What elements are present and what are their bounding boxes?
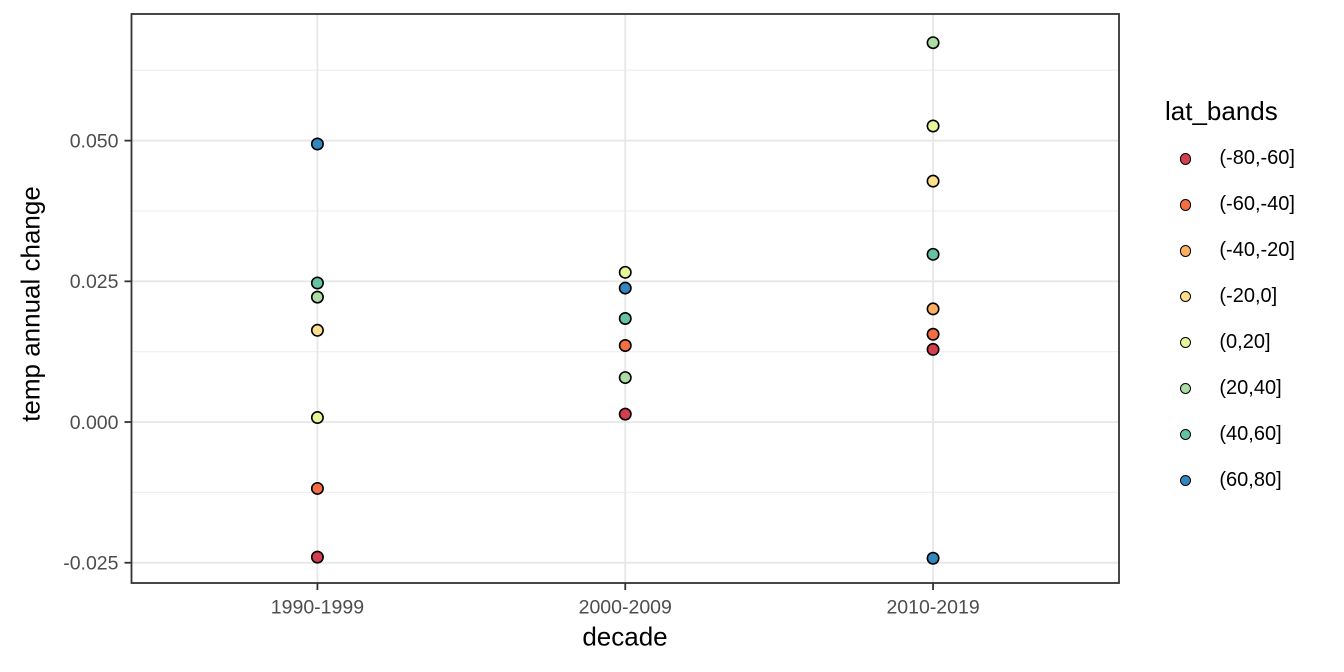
legend-swatch-icon	[1180, 199, 1192, 211]
data-point	[310, 290, 324, 304]
data-points	[310, 36, 940, 565]
y-tick-label: 0.050	[70, 130, 119, 152]
data-point	[926, 36, 940, 50]
y-tick-label: 0.025	[70, 271, 119, 293]
data-point	[618, 371, 632, 385]
x-tick-label: 2010-2019	[886, 597, 979, 619]
data-point	[310, 323, 324, 337]
data-point	[310, 481, 324, 495]
data-point	[926, 327, 940, 341]
x-tick-label: 2000-2009	[579, 597, 672, 619]
axis-tick-labels: -0.025 0.000 0.025 0.050 1990-1999 2000-2009 2…	[63, 130, 980, 618]
data-point	[310, 411, 324, 425]
data-point	[310, 276, 324, 290]
data-point	[618, 281, 632, 295]
data-point	[618, 311, 632, 325]
legend-item-label: (0,20]	[1219, 331, 1271, 354]
data-point	[310, 550, 324, 564]
data-point	[310, 137, 324, 151]
data-point	[618, 338, 632, 352]
legend-swatch-icon	[1180, 245, 1192, 257]
legend-item: (-20,0]	[1165, 274, 1295, 320]
data-point	[618, 407, 632, 421]
legend-swatch-icon	[1180, 153, 1192, 165]
legend-swatch-icon	[1180, 428, 1192, 441]
legend-swatch-icon	[1180, 291, 1192, 303]
data-point	[926, 342, 940, 356]
legend-item: (20,40]	[1165, 366, 1295, 412]
legend-title: lat_bands	[1165, 96, 1278, 126]
legend-item-label: (-80,-60]	[1219, 147, 1295, 170]
data-point	[926, 302, 940, 316]
data-point	[926, 119, 940, 133]
y-tick-label: 0.000	[70, 412, 119, 434]
legend-item-label: (-20,0]	[1219, 285, 1278, 308]
legend-item-label: (20,40]	[1219, 377, 1282, 400]
x-tick-label: 1990-1999	[271, 597, 364, 619]
legend-item-label: (40,60]	[1219, 423, 1282, 446]
legend-item: (40,60]	[1165, 412, 1295, 458]
legend-item: (0,20]	[1165, 320, 1295, 366]
legend-item-label: (60,80]	[1219, 469, 1282, 492]
legend: lat_bands (-80,-60] (-60,-40] (-40,-20] …	[1165, 96, 1295, 504]
grid-major	[131, 14, 1119, 583]
legend-swatch-icon	[1180, 382, 1192, 395]
y-tick-label: -0.025	[63, 553, 118, 575]
legend-item-label: (-40,-20]	[1219, 239, 1295, 262]
y-axis-title: temp annual change	[15, 186, 46, 422]
data-point	[926, 247, 940, 261]
data-point	[618, 265, 632, 279]
legend-item: (-40,-20]	[1165, 228, 1295, 274]
legend-item: (-60,-40]	[1165, 182, 1295, 228]
legend-items: (-80,-60] (-60,-40] (-40,-20] (-20,0] (0…	[1165, 136, 1295, 504]
data-point	[926, 551, 940, 565]
legend-swatch-icon	[1180, 474, 1192, 487]
legend-item-label: (-60,-40]	[1219, 193, 1295, 216]
axis-ticks	[124, 139, 934, 590]
data-point	[926, 174, 940, 188]
legend-item: (-80,-60]	[1165, 136, 1295, 182]
x-axis-title: decade	[582, 621, 668, 652]
legend-item: (60,80]	[1165, 458, 1295, 504]
legend-swatch-icon	[1180, 337, 1192, 349]
